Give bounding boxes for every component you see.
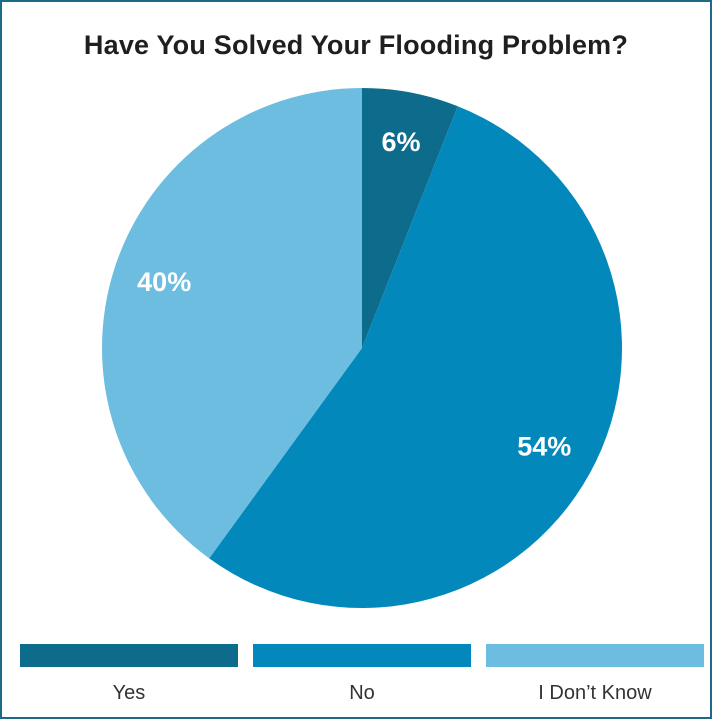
- pie-slices: [102, 88, 622, 608]
- legend-label-no: No: [349, 682, 375, 704]
- legend-swatch-dont-know: [486, 644, 704, 667]
- pie-label-yes: 6%: [381, 127, 420, 157]
- pie-labels: 6% 54% 40%: [137, 127, 571, 462]
- legend-label-dont-know: I Don’t Know: [538, 682, 652, 704]
- pie-slice-no: [209, 106, 622, 608]
- pie-chart: 6% 54% 40%: [102, 88, 622, 608]
- pie-label-no: 54%: [517, 431, 571, 461]
- legend-swatch-no: [253, 644, 471, 667]
- pie-slice-yes: [362, 88, 458, 348]
- chart-title: Have You Solved Your Flooding Problem?: [83, 30, 629, 60]
- pie-label-dont-know: 40%: [137, 267, 191, 297]
- pie-slice-dont-know: [102, 88, 362, 559]
- legend-label-yes: Yes: [112, 682, 146, 704]
- legend-swatch-yes: [20, 644, 238, 667]
